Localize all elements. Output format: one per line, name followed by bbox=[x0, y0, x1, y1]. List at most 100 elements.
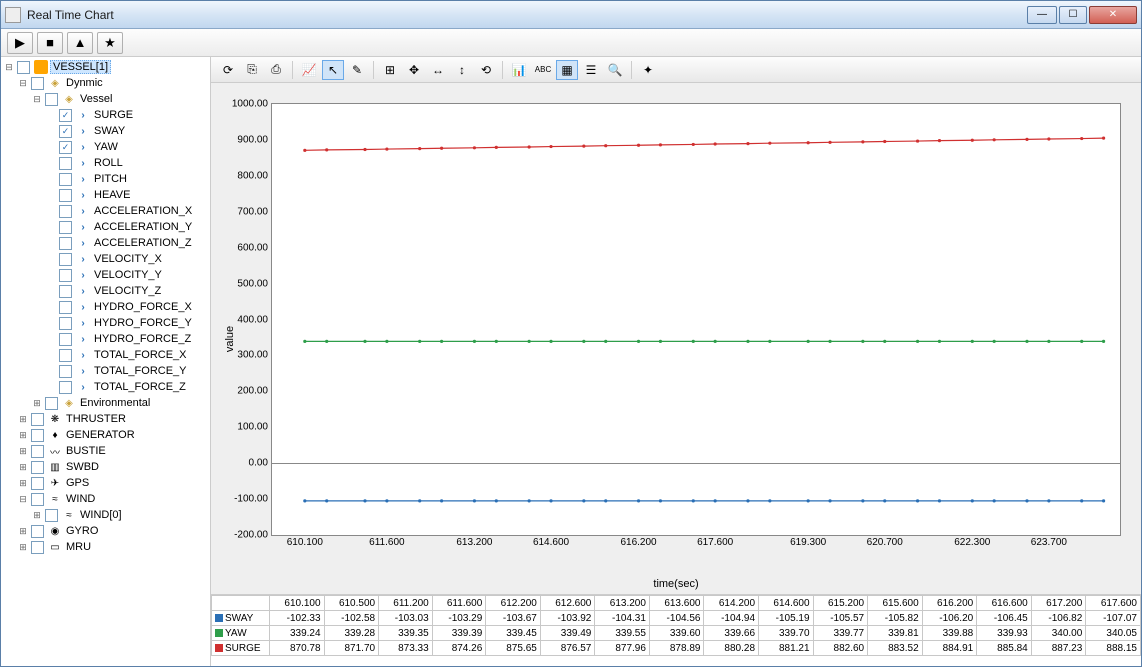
tree-generator[interactable]: ⊞♦GENERATOR bbox=[3, 427, 210, 443]
expand-icon[interactable]: ⊞ bbox=[17, 526, 29, 537]
tool-zoom-region-icon[interactable]: ⊞ bbox=[379, 60, 401, 80]
checkbox[interactable] bbox=[59, 285, 72, 298]
tree-item-hydro_force_z[interactable]: ›HYDRO_FORCE_Z bbox=[3, 331, 210, 347]
checkbox[interactable] bbox=[45, 93, 58, 106]
tree-item-yaw[interactable]: ›YAW bbox=[3, 139, 210, 155]
checkbox[interactable] bbox=[59, 333, 72, 346]
checkbox[interactable] bbox=[31, 493, 44, 506]
tree-item-total_force_z[interactable]: ›TOTAL_FORCE_Z bbox=[3, 379, 210, 395]
tree-item-roll[interactable]: ›ROLL bbox=[3, 155, 210, 171]
up-button[interactable]: ▲ bbox=[67, 32, 93, 54]
tool-refresh-icon[interactable]: ⟳ bbox=[217, 60, 239, 80]
checkbox[interactable] bbox=[59, 109, 72, 122]
maximize-button[interactable]: ☐ bbox=[1059, 6, 1087, 24]
checkbox[interactable] bbox=[17, 61, 30, 74]
play-button[interactable]: ▶ bbox=[7, 32, 33, 54]
tree-item-hydro_force_y[interactable]: ›HYDRO_FORCE_Y bbox=[3, 315, 210, 331]
tool-print-icon[interactable]: ⎙ bbox=[265, 60, 287, 80]
tool-legend-icon[interactable]: ☰ bbox=[580, 60, 602, 80]
checkbox[interactable] bbox=[31, 461, 44, 474]
tree-vessel[interactable]: ⊟ ◈ Vessel bbox=[3, 91, 210, 107]
expand-icon[interactable]: ⊞ bbox=[17, 414, 29, 425]
expand-icon[interactable]: ⊞ bbox=[17, 430, 29, 441]
checkbox[interactable] bbox=[31, 477, 44, 490]
checkbox[interactable] bbox=[59, 237, 72, 250]
tree-thruster[interactable]: ⊞❋THRUSTER bbox=[3, 411, 210, 427]
tree-panel[interactable]: ⊟ VESSEL[1] ⊟ ◈ Dynmic ⊟ ◈ Vessel ›SURGE… bbox=[1, 57, 211, 666]
expand-icon[interactable]: ⊟ bbox=[3, 62, 15, 73]
checkbox[interactable] bbox=[31, 525, 44, 538]
tool-search-icon[interactable]: 🔍 bbox=[604, 60, 626, 80]
expand-icon[interactable]: ⊟ bbox=[17, 494, 29, 505]
tool-copy-icon[interactable]: ⎘ bbox=[241, 60, 263, 80]
tree-item-sway[interactable]: ›SWAY bbox=[3, 123, 210, 139]
tree-item-total_force_y[interactable]: ›TOTAL_FORCE_Y bbox=[3, 363, 210, 379]
checkbox[interactable] bbox=[59, 365, 72, 378]
tool-stats-icon[interactable]: 📊 bbox=[508, 60, 530, 80]
checkbox[interactable] bbox=[45, 397, 58, 410]
checkbox[interactable] bbox=[31, 541, 44, 554]
expand-icon[interactable]: ⊞ bbox=[17, 462, 29, 473]
star-button[interactable]: ★ bbox=[97, 32, 123, 54]
tree-bustie[interactable]: ⊞〰BUSTIE bbox=[3, 443, 210, 459]
checkbox[interactable] bbox=[59, 317, 72, 330]
checkbox[interactable] bbox=[59, 173, 72, 186]
checkbox[interactable] bbox=[59, 189, 72, 202]
tree-environmental[interactable]: ⊞ ◈ Environmental bbox=[3, 395, 210, 411]
data-table[interactable]: 610.100610.500611.200611.600612.200612.6… bbox=[211, 594, 1141, 666]
checkbox[interactable] bbox=[59, 157, 72, 170]
checkbox[interactable] bbox=[59, 221, 72, 234]
tool-abc-icon[interactable]: ABC bbox=[532, 60, 554, 80]
checkbox[interactable] bbox=[59, 141, 72, 154]
tree-item-acceleration_z[interactable]: ›ACCELERATION_Z bbox=[3, 235, 210, 251]
minimize-button[interactable]: — bbox=[1027, 6, 1057, 24]
expand-icon[interactable]: ⊞ bbox=[17, 446, 29, 457]
tree-mru[interactable]: ⊞▭MRU bbox=[3, 539, 210, 555]
checkbox[interactable] bbox=[59, 125, 72, 138]
tree-item-velocity_y[interactable]: ›VELOCITY_Y bbox=[3, 267, 210, 283]
checkbox[interactable] bbox=[45, 509, 58, 522]
tree-gps[interactable]: ⊞✈GPS bbox=[3, 475, 210, 491]
tree-item-acceleration_y[interactable]: ›ACCELERATION_Y bbox=[3, 219, 210, 235]
tool-zoom-x-icon[interactable]: ↔ bbox=[427, 60, 449, 80]
expand-icon[interactable]: ⊟ bbox=[31, 94, 43, 105]
tool-reset-icon[interactable]: ⟲ bbox=[475, 60, 497, 80]
tool-pan-icon[interactable]: ✥ bbox=[403, 60, 425, 80]
tree-dynamic[interactable]: ⊟ ◈ Dynmic bbox=[3, 75, 210, 91]
tree-gyro[interactable]: ⊞◉GYRO bbox=[3, 523, 210, 539]
chart-plot[interactable]: -200.00-100.000.00100.00200.00300.00400.… bbox=[271, 103, 1121, 536]
tree-item-heave[interactable]: ›HEAVE bbox=[3, 187, 210, 203]
tool-draw-icon[interactable]: ✎ bbox=[346, 60, 368, 80]
tool-chart-type-icon[interactable]: 📈 bbox=[298, 60, 320, 80]
tree-item-total_force_x[interactable]: ›TOTAL_FORCE_X bbox=[3, 347, 210, 363]
tree-item-velocity_x[interactable]: ›VELOCITY_X bbox=[3, 251, 210, 267]
tree-item-hydro_force_x[interactable]: ›HYDRO_FORCE_X bbox=[3, 299, 210, 315]
tool-cursor-icon[interactable]: ↖ bbox=[322, 60, 344, 80]
checkbox[interactable] bbox=[31, 445, 44, 458]
expand-icon[interactable]: ⊞ bbox=[31, 510, 43, 521]
tool-settings-icon[interactable]: ✦ bbox=[637, 60, 659, 80]
checkbox[interactable] bbox=[31, 429, 44, 442]
checkbox[interactable] bbox=[59, 269, 72, 282]
expand-icon[interactable]: ⊞ bbox=[17, 478, 29, 489]
tree-item-surge[interactable]: ›SURGE bbox=[3, 107, 210, 123]
checkbox[interactable] bbox=[31, 77, 44, 90]
checkbox[interactable] bbox=[59, 349, 72, 362]
expand-icon[interactable]: ⊞ bbox=[17, 542, 29, 553]
checkbox[interactable] bbox=[59, 253, 72, 266]
expand-icon[interactable]: ⊟ bbox=[17, 78, 29, 89]
checkbox[interactable] bbox=[59, 381, 72, 394]
tree-wind[0][interactable]: ⊞≈WIND[0] bbox=[3, 507, 210, 523]
tree-item-acceleration_x[interactable]: ›ACCELERATION_X bbox=[3, 203, 210, 219]
expand-icon[interactable]: ⊞ bbox=[31, 398, 43, 409]
close-button[interactable]: ✕ bbox=[1089, 6, 1137, 24]
checkbox[interactable] bbox=[31, 413, 44, 426]
checkbox[interactable] bbox=[59, 205, 72, 218]
tree-item-velocity_z[interactable]: ›VELOCITY_Z bbox=[3, 283, 210, 299]
tree-wind[interactable]: ⊟≈WIND bbox=[3, 491, 210, 507]
checkbox[interactable] bbox=[59, 301, 72, 314]
stop-button[interactable]: ■ bbox=[37, 32, 63, 54]
tree-root[interactable]: ⊟ VESSEL[1] bbox=[3, 59, 210, 75]
tree-swbd[interactable]: ⊞▥SWBD bbox=[3, 459, 210, 475]
tool-zoom-y-icon[interactable]: ↕ bbox=[451, 60, 473, 80]
